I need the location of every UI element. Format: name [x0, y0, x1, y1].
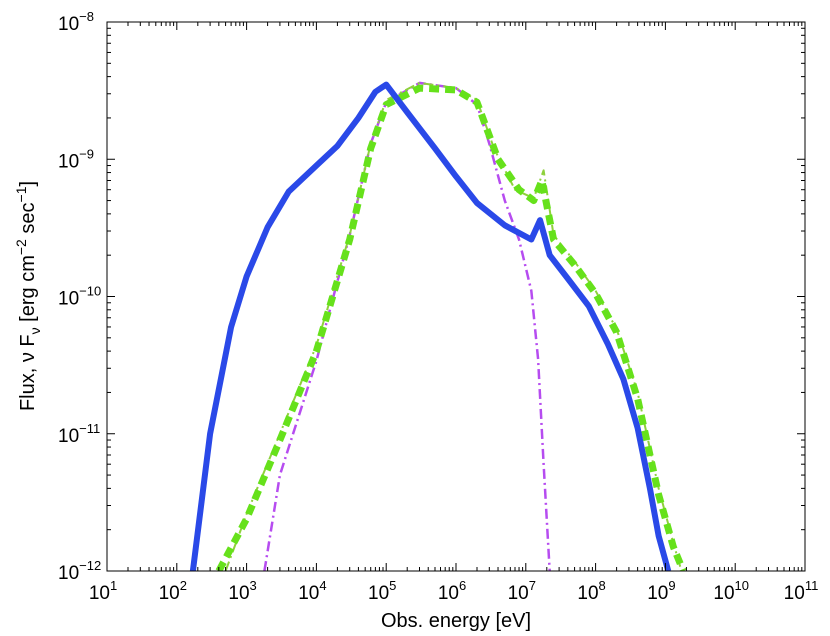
- y-label-mid: sec: [17, 202, 39, 239]
- x-tick-base: 10: [89, 583, 110, 604]
- x-tick-exp: 4: [319, 578, 326, 593]
- x-tick-base: 10: [577, 583, 598, 604]
- x-tick-exp: 9: [668, 578, 675, 593]
- x-tick-base: 10: [647, 583, 668, 604]
- y-tick-base: 10: [58, 426, 79, 447]
- x-tick-base: 10: [368, 583, 389, 604]
- x-tick-label: 108: [577, 578, 605, 604]
- y-tick-exp: −9: [79, 146, 94, 161]
- y-tick-label: 10−8: [58, 9, 94, 35]
- x-tick-exp: 11: [805, 578, 819, 593]
- y-tick-exp: −10: [79, 284, 101, 299]
- x-tick-base: 10: [298, 583, 319, 604]
- x-tick-label: 109: [647, 578, 675, 604]
- y-tick-base: 10: [58, 289, 79, 310]
- y-tick-label: 10−12: [58, 558, 101, 584]
- y-label-subscript: ν: [27, 327, 43, 334]
- x-tick-label: 104: [298, 578, 326, 604]
- y-label-bracket-close: ]: [17, 181, 39, 187]
- x-tick-label: 106: [438, 578, 466, 604]
- y-tick-exp: −12: [79, 558, 101, 573]
- y-label-prefix: Flux, ν F: [17, 334, 39, 411]
- series-component-dash-dot-green: [224, 81, 683, 571]
- series-layer: [189, 81, 687, 571]
- y-tick-base: 10: [58, 14, 79, 35]
- y-tick-label: 10−11: [58, 421, 100, 447]
- x-tick-exp: 1: [110, 578, 117, 593]
- x-tick-label: 103: [228, 578, 256, 604]
- x-axis-label: Obs. energy [eV]: [381, 610, 531, 632]
- x-tick-exp: 7: [529, 578, 536, 593]
- tick-layer: [106, 21, 806, 572]
- x-tick-exp: 8: [599, 578, 606, 593]
- y-tick-label: 10−9: [58, 146, 94, 172]
- x-tick-exp: 5: [389, 578, 396, 593]
- x-tick-exp: 6: [459, 578, 466, 593]
- x-tick-labels: 101 102 103 104 105 106 107 108 109 1010 1011: [89, 578, 819, 604]
- x-tick-base: 10: [508, 583, 529, 604]
- y-label-exp2: −1: [13, 186, 29, 202]
- x-tick-base: 10: [784, 583, 805, 604]
- x-tick-base: 10: [159, 583, 180, 604]
- y-tick-exp: −11: [79, 421, 100, 436]
- x-tick-label: 101: [89, 578, 117, 604]
- y-axis-label: Flux, ν Fν [erg cm−2 sec−1]: [13, 181, 43, 411]
- series-component-dashed: [215, 84, 687, 571]
- x-tick-base: 10: [438, 583, 459, 604]
- series-total: [189, 81, 672, 571]
- x-tick-base: 10: [228, 583, 249, 604]
- y-tick-base: 10: [58, 563, 79, 584]
- x-tick-exp: 10: [735, 578, 749, 593]
- y-tick-label: 10−10: [58, 284, 101, 310]
- x-tick-label: 105: [368, 578, 396, 604]
- y-label-exp1: −2: [13, 239, 29, 255]
- x-tick-label: 107: [508, 578, 536, 604]
- x-tick-exp: 2: [180, 578, 187, 593]
- x-tick-label: 1011: [784, 578, 819, 604]
- y-tick-exp: −8: [79, 9, 94, 24]
- x-tick-label: 102: [159, 578, 187, 604]
- x-tick-base: 10: [713, 583, 734, 604]
- x-tick-label: 1010: [713, 578, 749, 604]
- y-tick-base: 10: [58, 151, 79, 172]
- x-tick-exp: 3: [250, 578, 257, 593]
- y-label-bracket-open: [erg cm: [17, 255, 39, 327]
